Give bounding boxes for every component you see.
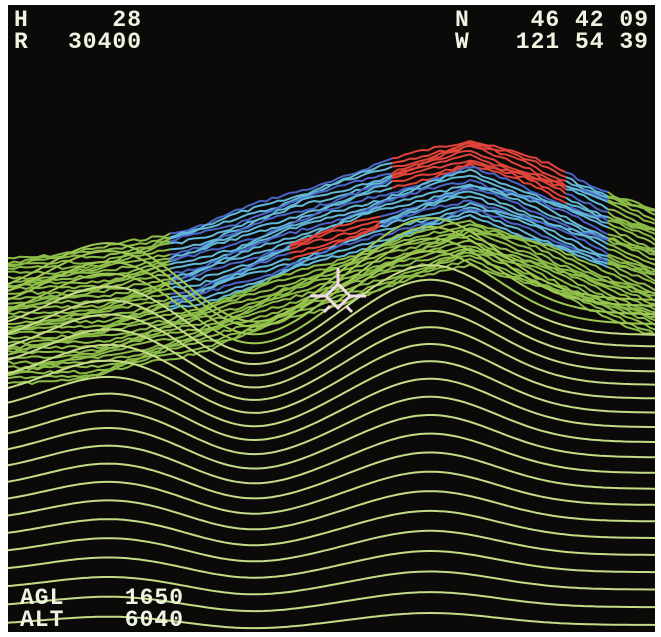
longitude-value: 121 54 39 (516, 29, 649, 55)
terrain-display: H 28 R 30400 N 46 42 09 W 121 54 39 AGL … (0, 0, 661, 637)
longitude-label: W (455, 29, 470, 55)
range-value: 30400 (68, 29, 142, 55)
altitude-value: 6040 (125, 607, 184, 633)
altitude-label: ALT (20, 607, 64, 633)
range-label: R (14, 29, 29, 55)
